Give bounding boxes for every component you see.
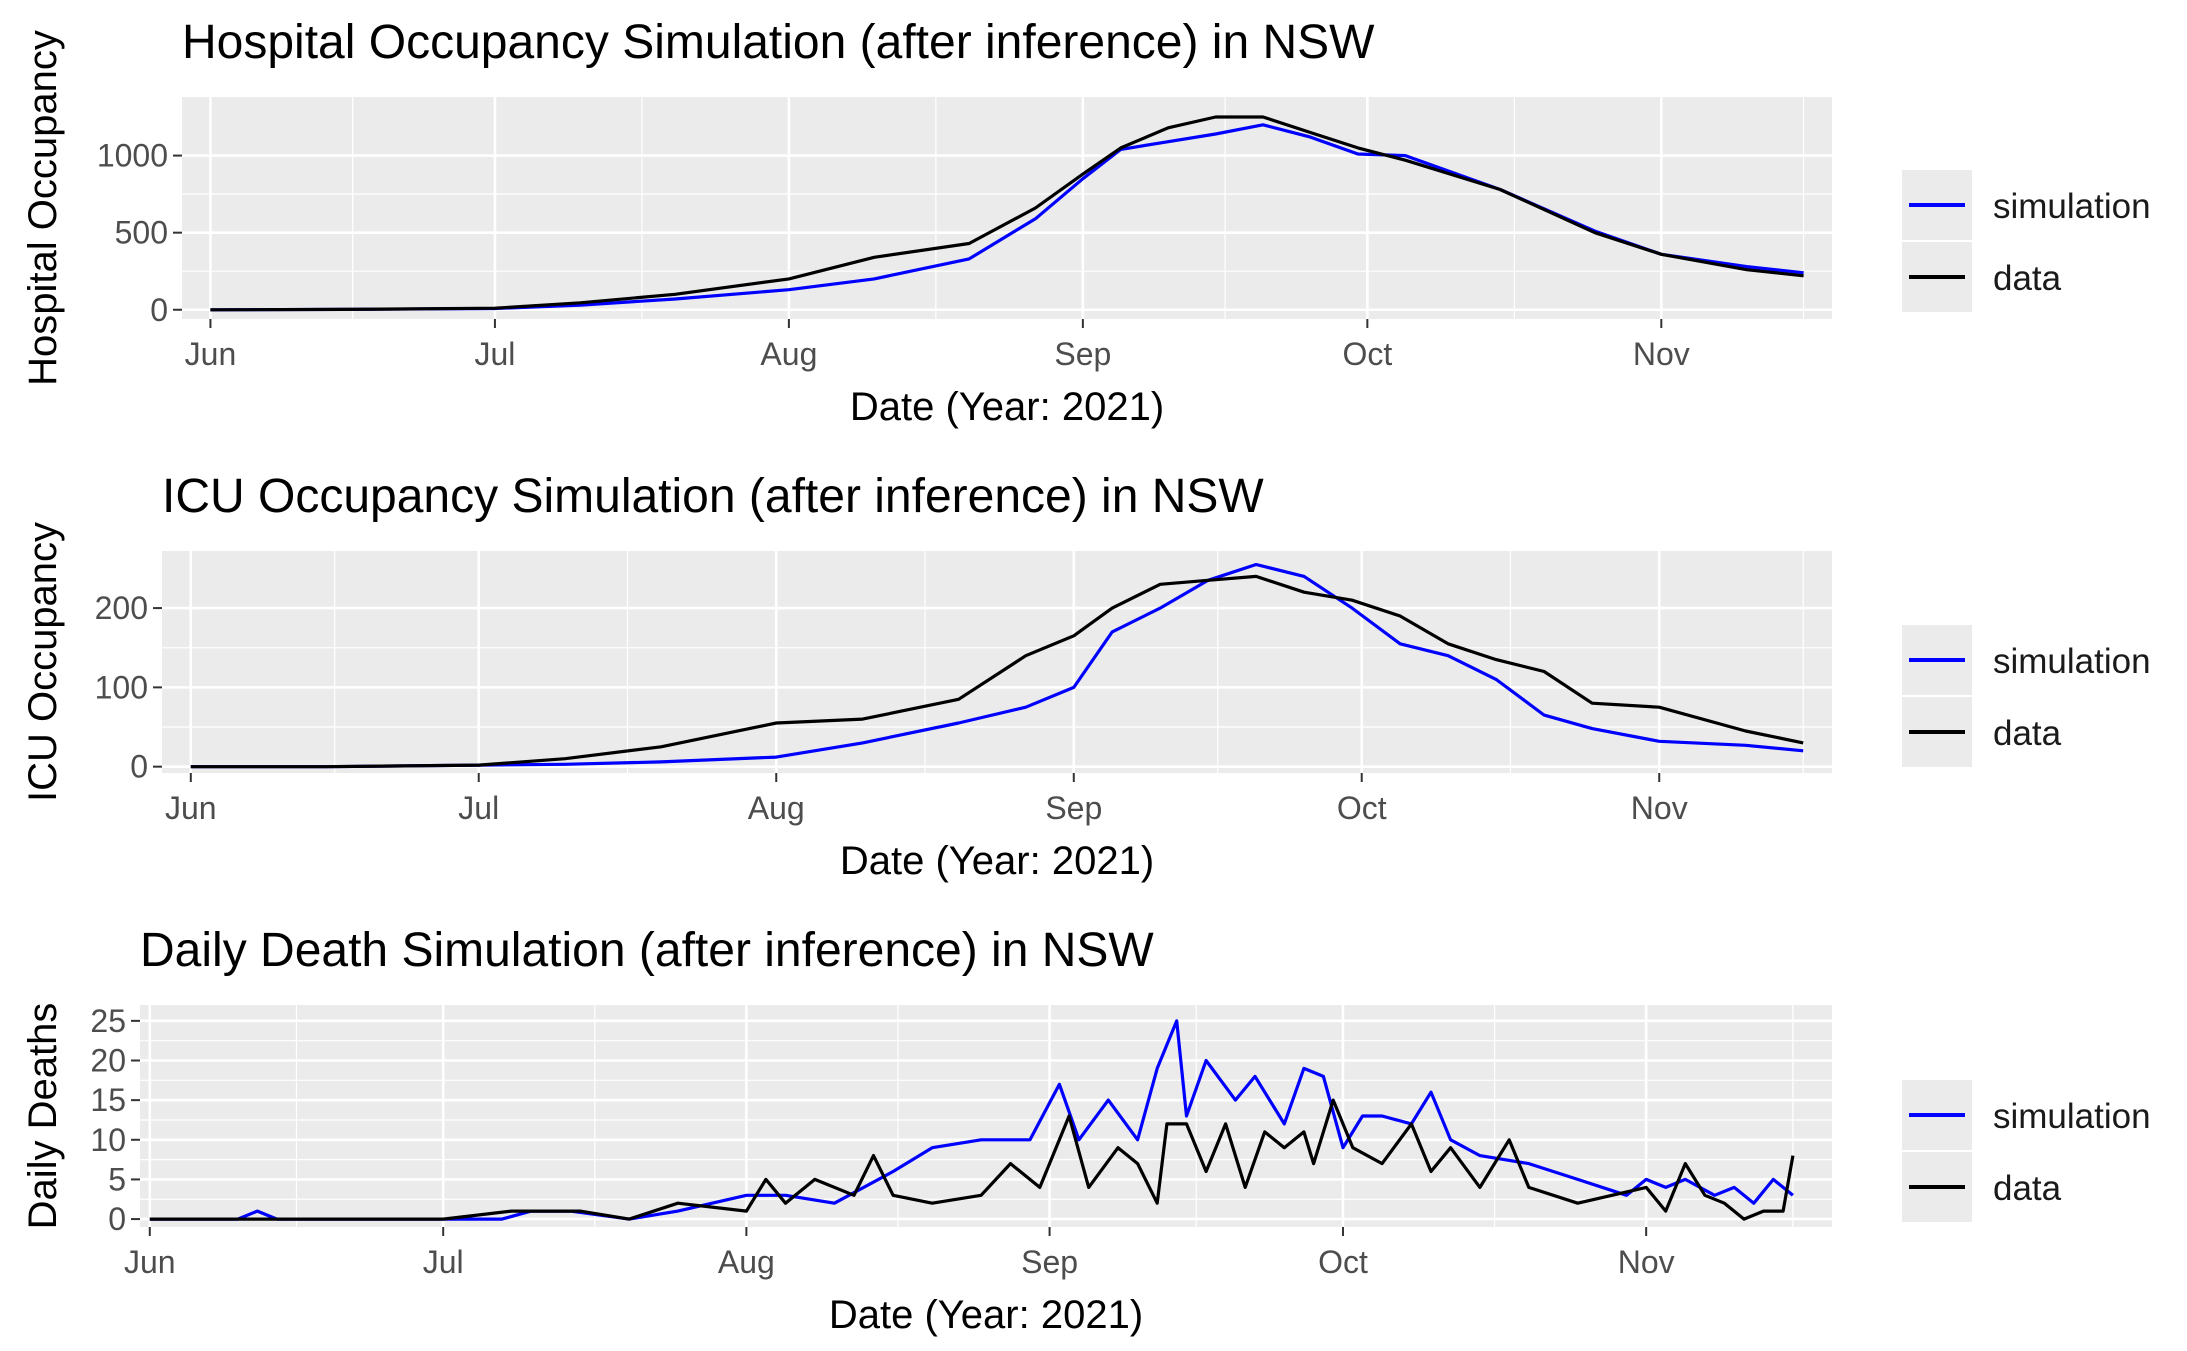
hospital-x-ticks: Jun Jul Aug Sep Oct Nov [185,319,1690,372]
icu-plot-background [162,551,1832,773]
icu-y-axis-label: ICU Occupancy [21,522,65,802]
deaths-x-tick-label: Oct [1318,1244,1368,1280]
hospital-legend-label-data: data [1993,259,2062,298]
icu-x-tick-label: Oct [1337,790,1387,826]
deaths-y-tick-label: 10 [90,1122,126,1158]
icu-x-axis-label: Date (Year: 2021) [840,839,1154,883]
hospital-series-data [210,115,1804,312]
deaths-legend-label-data: data [1993,1169,2062,1208]
hospital-x-tick-label: Jul [474,336,515,372]
deaths-lines [149,1019,1795,1221]
hospital-lines [210,115,1804,312]
deaths-legend: simulation data [1902,1080,2151,1222]
hospital-title: Hospital Occupancy Simulation (after inf… [182,16,1375,69]
hospital-x-tick-label: Nov [1633,336,1690,372]
hospital-y-tick-label: 500 [115,215,168,251]
icu-x-tick-label: Nov [1631,790,1688,826]
hospital-y-tick-label: 1000 [97,138,168,174]
icu-series-simulation [190,562,1804,769]
hospital-x-axis-label: Date (Year: 2021) [850,385,1164,429]
deaths-y-tick-label: 25 [90,1003,126,1039]
deaths-x-axis-label: Date (Year: 2021) [829,1293,1143,1337]
hospital-x-tick-label: Sep [1054,336,1111,372]
deaths-grid [140,1005,1832,1227]
deaths-x-tick-label: Sep [1021,1244,1078,1280]
deaths-y-tick-label: 15 [90,1082,126,1118]
icu-x-tick-label: Sep [1045,790,1102,826]
deaths-plot-background [140,1005,1832,1227]
icu-y-tick-label: 0 [130,749,148,785]
hospital-y-ticks: 0 500 1000 [97,138,182,328]
hospital-legend-label-simulation: simulation [1993,187,2151,226]
deaths-title: Daily Death Simulation (after inference)… [140,924,1154,977]
icu-panel: ICU Occupancy Simulation (after inferenc… [21,470,2151,883]
hospital-legend: simulation data [1902,170,2151,312]
icu-y-tick-label: 200 [95,590,148,626]
icu-grid [162,551,1832,773]
deaths-y-tick-label: 5 [108,1161,126,1197]
deaths-x-ticks: Jun Jul Aug Sep Oct Nov [124,1227,1675,1280]
icu-y-ticks: 0 100 200 [95,590,162,785]
icu-x-tick-label: Jul [458,790,499,826]
icu-x-tick-label: Aug [748,790,805,826]
icu-y-tick-label: 100 [95,669,148,705]
hospital-panel: Hospital Occupancy Simulation (after inf… [21,16,2151,429]
deaths-y-axis-label: Daily Deaths [21,1003,65,1230]
icu-legend-label-data: data [1993,714,2062,753]
hospital-x-tick-label: Oct [1342,336,1392,372]
icu-title: ICU Occupancy Simulation (after inferenc… [162,470,1264,523]
hospital-x-tick-label: Aug [760,336,817,372]
icu-x-ticks: Jun Jul Aug Sep Oct Nov [165,773,1688,826]
hospital-y-axis-label: Hospital Occupancy [21,30,65,386]
icu-lines [190,562,1804,769]
icu-legend-label-simulation: simulation [1993,642,2151,681]
icu-x-tick-label: Jun [165,790,217,826]
hospital-plot-background [182,97,1832,319]
icu-legend: simulation data [1902,625,2151,767]
deaths-x-tick-label: Jul [423,1244,464,1280]
deaths-x-tick-label: Jun [124,1244,176,1280]
deaths-panel: Daily Death Simulation (after inference)… [21,924,2151,1337]
deaths-x-tick-label: Aug [718,1244,775,1280]
hospital-x-tick-label: Jun [185,336,237,372]
hospital-y-tick-label: 0 [150,292,168,328]
deaths-y-tick-label: 20 [90,1043,126,1079]
deaths-legend-label-simulation: simulation [1993,1097,2151,1136]
deaths-y-tick-label: 0 [108,1201,126,1237]
hospital-grid [182,97,1832,319]
deaths-x-tick-label: Nov [1618,1244,1675,1280]
deaths-series-data [149,1098,1795,1221]
icu-series-data [190,574,1804,769]
